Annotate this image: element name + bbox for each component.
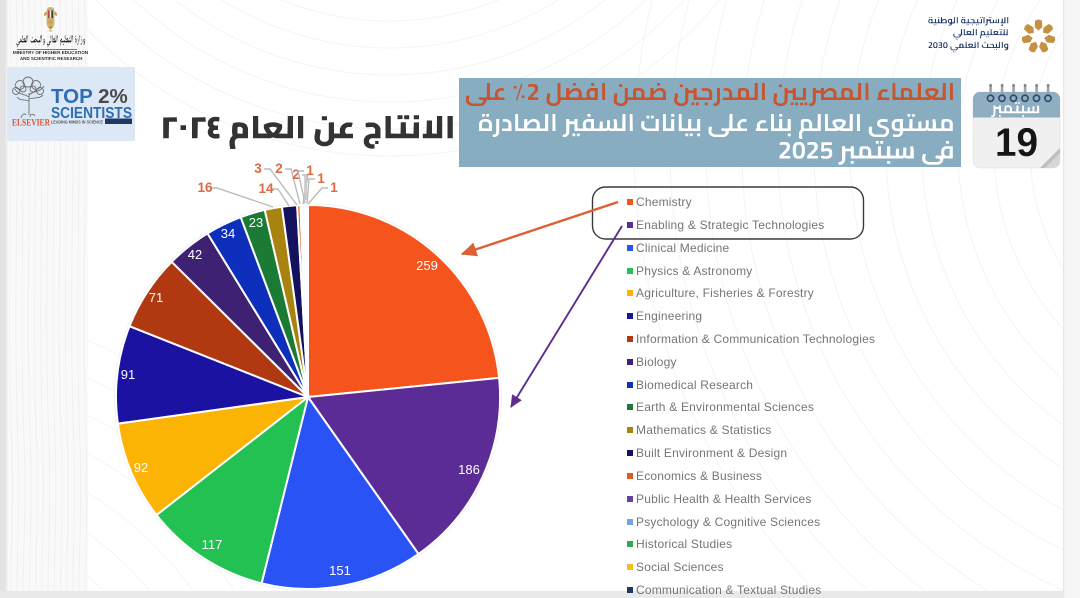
svg-text:117: 117 [202, 537, 223, 552]
svg-text:71: 71 [149, 290, 163, 305]
svg-text:34: 34 [221, 226, 235, 241]
svg-text:1: 1 [317, 171, 325, 186]
svg-text:23: 23 [249, 215, 263, 230]
svg-text:TOP 2%: TOP 2% [51, 85, 128, 108]
svg-text:3: 3 [254, 161, 262, 176]
svg-text:LEADING MINDS IN SCIENCE: LEADING MINDS IN SCIENCE [51, 120, 103, 125]
svg-text:2: 2 [292, 167, 300, 182]
svg-text:SCIENTISTS: SCIENTISTS [51, 105, 132, 122]
svg-text:16: 16 [197, 180, 213, 195]
svg-text:2: 2 [275, 161, 283, 176]
svg-text:91: 91 [121, 367, 135, 382]
svg-text:151: 151 [329, 563, 351, 578]
svg-text:14: 14 [258, 181, 274, 196]
svg-text:ELSEVIER: ELSEVIER [12, 118, 50, 128]
svg-text:1: 1 [306, 163, 314, 178]
svg-text:92: 92 [134, 460, 148, 475]
svg-text:42: 42 [188, 247, 202, 262]
svg-text:186: 186 [458, 462, 480, 477]
svg-text:259: 259 [416, 258, 438, 273]
svg-text:1: 1 [330, 180, 338, 195]
